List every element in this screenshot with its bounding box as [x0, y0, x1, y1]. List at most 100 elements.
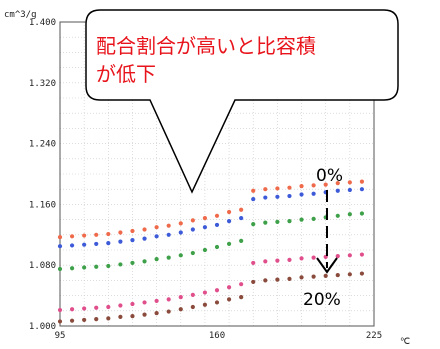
data-point-series-1	[287, 185, 292, 190]
data-point-series-3	[214, 244, 220, 250]
data-point-series-5	[118, 314, 123, 319]
data-point-series-5	[287, 276, 292, 281]
data-point-series-1	[275, 186, 280, 191]
data-point-series-2	[251, 196, 256, 202]
data-point-series-1	[311, 183, 316, 188]
data-point-series-1	[335, 181, 340, 186]
data-point-series-4	[190, 292, 195, 297]
data-point-series-3	[94, 264, 99, 269]
data-point-series-4	[275, 258, 280, 263]
data-point-series-3	[118, 262, 123, 267]
data-point-series-4	[106, 304, 111, 310]
callout-line-2: が低下	[96, 62, 156, 86]
data-point-series-2	[142, 236, 147, 241]
data-point-series-3	[287, 219, 292, 224]
data-point-series-2	[130, 238, 135, 243]
data-point-series-1	[323, 182, 328, 187]
data-point-series-3	[154, 257, 159, 262]
data-point-series-4	[154, 298, 159, 304]
data-point-series-3	[347, 212, 352, 217]
label-0-percent: 0%	[316, 166, 343, 186]
callout-line-1: 配合割合が高いと比容積	[96, 34, 316, 58]
data-point-series-1	[347, 180, 352, 185]
data-point-series-1	[214, 213, 220, 218]
data-point-series-1	[299, 184, 304, 189]
data-point-series-1	[154, 225, 159, 230]
axis-ticks: 1.000 1.080 1.160 1.240 1.320 1.400 95 160 225	[29, 18, 382, 341]
data-point-series-3	[335, 213, 340, 218]
data-point-series-4	[226, 285, 232, 290]
data-point-series-1	[166, 223, 171, 228]
data-point-series-2	[263, 195, 268, 200]
data-point-series-3	[142, 259, 147, 264]
data-point-series-2	[190, 227, 195, 232]
x-tick-label: 160	[209, 331, 225, 341]
y-tick-label: 1.080	[29, 261, 56, 271]
data-point-series-4	[251, 260, 256, 266]
y-tick-label: 1.160	[29, 200, 56, 210]
data-point-series-2	[166, 232, 171, 237]
data-point-series-3	[226, 241, 232, 247]
data-point-series-2	[311, 191, 316, 196]
data-point-series-4	[359, 252, 365, 257]
data-point-series-3	[251, 222, 256, 227]
data-point-series-4	[263, 259, 268, 264]
data-point-series-1	[130, 228, 135, 234]
y-axis-unit: cm^3/g	[4, 10, 37, 20]
data-point-series-1	[57, 234, 63, 240]
data-point-series-3	[166, 255, 171, 260]
data-point-series-1	[118, 230, 123, 235]
data-point-series-3	[311, 216, 316, 221]
data-point-series-3	[82, 265, 87, 270]
data-point-series-5	[142, 312, 147, 317]
data-point-series-3	[359, 211, 365, 216]
data-point-series-5	[323, 273, 328, 278]
data-point-series-3	[275, 219, 280, 224]
data-point-series-5	[347, 272, 352, 277]
data-point-series-5	[130, 314, 135, 319]
data-point-series-2	[94, 241, 99, 247]
data-point-series-4	[347, 253, 352, 258]
data-point-series-2	[69, 243, 75, 248]
data-point-series-2	[178, 230, 183, 235]
data-point-series-1	[142, 227, 147, 232]
data-point-series-5	[106, 316, 111, 321]
data-point-series-5	[251, 279, 256, 285]
data-point-series-5	[69, 318, 75, 323]
data-point-series-1	[178, 221, 183, 226]
data-point-series-4	[335, 253, 340, 259]
data-point-series-1	[226, 209, 232, 215]
data-point-series-2	[202, 225, 208, 230]
data-point-series-1	[190, 218, 195, 223]
data-point-series-3	[190, 250, 195, 256]
data-point-series-1	[263, 187, 268, 192]
data-point-series-2	[239, 215, 244, 221]
data-point-series-5	[166, 309, 171, 314]
data-point-series-2	[359, 187, 365, 192]
data-point-series-1	[82, 233, 87, 238]
data-point-series-4	[69, 307, 75, 312]
data-point-series-5	[154, 310, 159, 316]
data-point-series-1	[239, 207, 244, 212]
data-point-series-3	[239, 238, 244, 243]
data-point-series-3	[69, 266, 75, 271]
data-point-series-5	[190, 304, 195, 310]
data-point-series-3	[299, 217, 304, 222]
data-point-series-1	[106, 231, 111, 237]
trend-arrow	[316, 190, 338, 274]
data-point-series-2	[287, 193, 292, 199]
data-point-series-4	[299, 256, 304, 261]
data-point-series-1	[69, 234, 75, 239]
data-point-series-5	[226, 297, 232, 302]
data-point-series-4	[57, 307, 63, 313]
data-point-series-3	[130, 260, 135, 266]
data-point-series-4	[239, 282, 244, 287]
data-point-series-5	[239, 295, 244, 300]
data-point-series-4	[178, 295, 183, 300]
x-tick-label: 95	[55, 331, 66, 341]
data-point-series-4	[94, 305, 99, 310]
data-point-series-5	[335, 272, 340, 278]
data-point-series-5	[359, 271, 365, 276]
data-point-series-4	[82, 306, 87, 311]
data-point-series-5	[299, 275, 304, 280]
